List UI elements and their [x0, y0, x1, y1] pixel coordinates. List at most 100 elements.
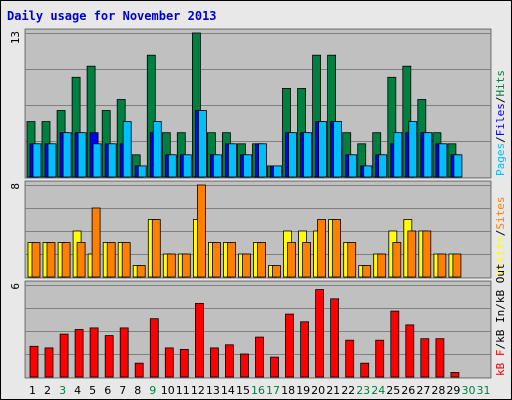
bar-kb-f-day-4	[74, 329, 84, 378]
legend-separator: /	[494, 136, 507, 143]
legend-entry: Files	[494, 103, 507, 136]
bar-pages-day-10	[167, 154, 177, 178]
bar-kb-f-day-13	[209, 347, 219, 378]
bar-pages-day-7	[122, 121, 132, 178]
x-tick-label-day-27: 27	[416, 384, 430, 397]
legend-entry: Hits	[494, 70, 507, 97]
bar-sites-day-16	[257, 242, 266, 278]
panel-kbytes: 6kB F/kB In/kB Out	[9, 263, 507, 379]
panel-visits-sites: 8 Visits/Sites	[9, 180, 507, 279]
bar-kb-f-day-27	[420, 338, 430, 378]
bar-kb-f-day-25	[390, 310, 400, 378]
bar-pages-day-16	[258, 143, 267, 178]
x-tick-label-day-19: 19	[296, 384, 310, 397]
x-tick-label-day-15: 15	[236, 384, 250, 397]
bar-pages-day-5	[92, 143, 102, 178]
x-tick-label-day-23: 23	[356, 384, 370, 397]
x-tick-label-day-16: 16	[251, 384, 265, 397]
bar-kb-f-day-28	[435, 338, 445, 378]
bar-sites-day-6	[106, 242, 116, 278]
legend-entry: kB Out	[494, 263, 507, 303]
bar-kb-f-day-26	[405, 324, 415, 378]
x-tick-label-day-25: 25	[386, 384, 400, 397]
bar-sites-day-1	[31, 242, 41, 278]
x-tick-label-day-1: 1	[29, 384, 36, 397]
bar-pages-day-19	[303, 132, 313, 178]
x-tick-label-day-14: 14	[221, 384, 235, 397]
bar-kb-f-day-19	[300, 321, 310, 378]
bar-pages-day-25	[393, 132, 403, 178]
bar-pages-day-6	[107, 143, 117, 178]
bar-sites-day-25	[392, 242, 402, 278]
bar-kb-f-day-1	[29, 345, 39, 378]
bar-sites-day-14	[226, 242, 236, 278]
bar-kb-f-day-18	[285, 313, 294, 378]
x-tick-label-day-28: 28	[431, 384, 445, 397]
bar-sites-day-21	[332, 219, 342, 278]
x-tick-label-day-30: 30	[462, 384, 476, 397]
bar-pages-day-3	[62, 132, 72, 178]
legend-entry: Sites	[494, 197, 507, 230]
bar-sites-day-5	[91, 207, 101, 278]
legend-entry: kB F	[494, 350, 507, 377]
bar-kb-f-day-14	[224, 344, 234, 378]
legend-entry: Visits	[494, 236, 507, 276]
x-tick-label-day-20: 20	[311, 384, 325, 397]
bar-pages-day-15	[243, 154, 252, 178]
x-tick-label-day-21: 21	[326, 384, 340, 397]
bar-pages-day-18	[288, 132, 297, 178]
bar-kb-f-day-24	[375, 339, 385, 378]
legend-entry: kB In	[494, 310, 507, 343]
chart-title: Daily usage for November 2013	[7, 9, 217, 23]
bar-sites-day-7	[121, 242, 131, 278]
bar-sites-day-20	[317, 219, 327, 278]
legend-kbytes: kB F/kB In/kB Out	[494, 263, 507, 376]
bar-sites-day-28	[437, 253, 447, 278]
bar-kb-f-day-7	[119, 327, 129, 378]
bar-kb-f-day-17	[270, 356, 279, 378]
bar-kb-f-day-21	[330, 298, 340, 378]
bar-pages-day-2	[47, 143, 57, 178]
bar-pages-day-27	[423, 132, 433, 178]
bar-kb-f-day-20	[315, 289, 325, 378]
x-tick-label-day-11: 11	[176, 384, 190, 397]
bar-kb-f-day-10	[164, 347, 174, 378]
bar-pages-day-24	[378, 154, 388, 178]
bar-pages-day-21	[333, 121, 343, 178]
y-max-label: 13	[9, 31, 22, 44]
bar-sites-day-3	[61, 242, 71, 278]
bar-kb-f-day-12	[194, 302, 204, 378]
bar-sites-day-4	[76, 242, 86, 278]
legend-entry: Pages	[494, 143, 507, 176]
x-tick-label-day-31: 31	[477, 384, 491, 397]
x-tick-label-day-4: 4	[74, 384, 81, 397]
bar-sites-day-29	[452, 253, 462, 278]
x-tick-label-day-29: 29	[446, 384, 460, 397]
y-max-label: 8	[9, 183, 22, 190]
bar-pages-day-9	[152, 121, 162, 178]
x-tick-label-day-12: 12	[191, 384, 205, 397]
x-tick-label-day-13: 13	[206, 384, 220, 397]
bar-sites-day-12	[196, 184, 206, 278]
bar-kb-f-day-9	[149, 318, 159, 378]
bar-sites-day-11	[181, 253, 191, 278]
bar-kb-f-day-3	[59, 333, 69, 378]
bar-kb-f-day-15	[240, 353, 249, 378]
x-tick-label-day-7: 7	[119, 384, 126, 397]
x-tick-label-day-10: 10	[161, 384, 175, 397]
legend-separator: /	[494, 303, 507, 310]
bar-kb-f-day-29	[450, 371, 460, 378]
bar-sites-day-15	[242, 253, 251, 278]
x-tick-label-day-17: 17	[266, 384, 280, 397]
bar-pages-day-29	[453, 154, 463, 178]
bar-pages-day-11	[182, 154, 192, 178]
bar-pages-day-13	[212, 154, 222, 178]
bar-pages-day-8	[137, 165, 147, 178]
x-tick-label-day-2: 2	[44, 384, 51, 397]
bar-sites-day-23	[362, 265, 372, 278]
x-tick-label-day-3: 3	[59, 384, 66, 397]
bar-sites-day-22	[347, 242, 357, 278]
bar-pages-day-17	[273, 165, 282, 178]
